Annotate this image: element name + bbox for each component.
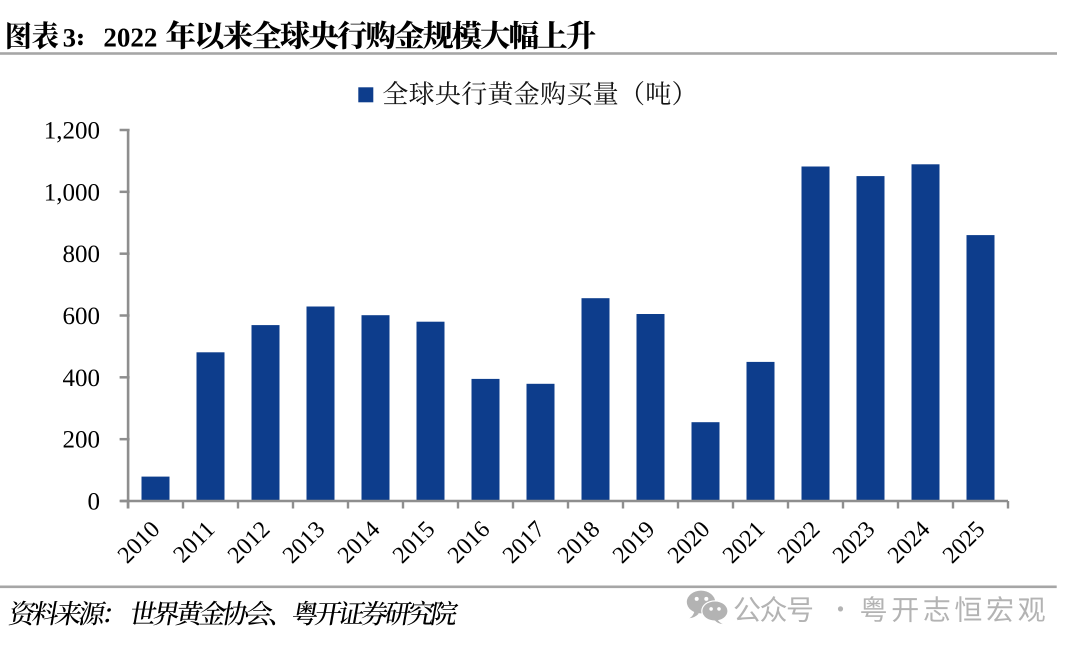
svg-text:200: 200 bbox=[63, 427, 101, 454]
svg-text:0: 0 bbox=[88, 489, 101, 516]
svg-text:1,000: 1,000 bbox=[44, 179, 100, 206]
svg-text:600: 600 bbox=[63, 303, 101, 330]
svg-text:2022: 2022 bbox=[103, 23, 157, 53]
svg-text:1,200: 1,200 bbox=[44, 118, 100, 145]
svg-text:3: 3 bbox=[63, 23, 76, 53]
svg-text:800: 800 bbox=[63, 241, 101, 268]
svg-text:400: 400 bbox=[63, 365, 101, 392]
